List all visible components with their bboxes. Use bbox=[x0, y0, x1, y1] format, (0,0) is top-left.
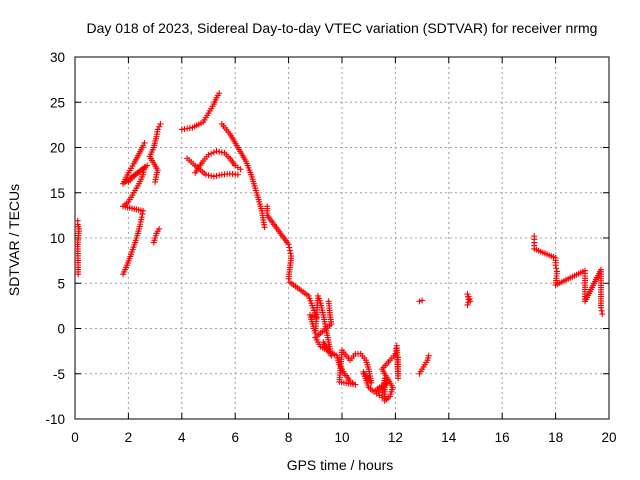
data-point bbox=[216, 90, 223, 97]
data-point bbox=[75, 271, 82, 278]
x-tick-label: 20 bbox=[601, 430, 616, 445]
y-axis-label: SDTVAR / TECUs bbox=[6, 184, 22, 296]
x-tick-label: 6 bbox=[231, 430, 239, 445]
data-point bbox=[205, 151, 212, 158]
data-point bbox=[234, 171, 241, 178]
data-point bbox=[138, 214, 145, 221]
data-point bbox=[286, 247, 293, 254]
data-point bbox=[218, 149, 225, 156]
data-point bbox=[598, 307, 605, 314]
data-point bbox=[202, 171, 209, 178]
data-points bbox=[74, 90, 606, 404]
data-point bbox=[261, 224, 268, 231]
data-point bbox=[553, 265, 560, 272]
data-point bbox=[141, 139, 148, 146]
data-point bbox=[552, 262, 559, 269]
data-point bbox=[597, 304, 604, 311]
data-point bbox=[210, 173, 217, 180]
grid-lines bbox=[75, 57, 609, 419]
y-tick-label: 15 bbox=[50, 186, 65, 201]
axis-ticks: 0 2 4 6 8 10 12 14 16 18 20 -10 -5 0 5 10 15 20 25 30 bbox=[45, 50, 616, 445]
data-point bbox=[144, 162, 151, 169]
x-tick-label: 12 bbox=[388, 430, 403, 445]
data-point bbox=[210, 149, 217, 156]
y-tick-label: 25 bbox=[50, 95, 65, 110]
y-tick-label: 20 bbox=[50, 141, 65, 156]
data-point bbox=[599, 311, 606, 318]
data-point bbox=[286, 244, 293, 251]
data-point bbox=[208, 150, 215, 157]
data-point bbox=[237, 166, 244, 173]
x-tick-label: 14 bbox=[441, 430, 457, 445]
data-point bbox=[154, 126, 161, 133]
data-point bbox=[156, 123, 163, 130]
chart-title: Day 018 of 2023, Sidereal Day-to-day VTE… bbox=[87, 20, 598, 36]
y-tick-label: 5 bbox=[57, 276, 65, 291]
data-point bbox=[139, 211, 146, 218]
x-tick-label: 0 bbox=[71, 430, 79, 445]
x-axis-label: GPS time / hours bbox=[287, 457, 394, 473]
data-point bbox=[395, 354, 402, 361]
data-point bbox=[216, 148, 223, 155]
x-tick-label: 4 bbox=[178, 430, 186, 445]
y-tick-label: 0 bbox=[57, 322, 65, 337]
data-point bbox=[419, 297, 426, 304]
x-tick-label: 2 bbox=[125, 430, 133, 445]
data-point bbox=[140, 142, 147, 149]
data-point bbox=[285, 241, 292, 248]
x-tick-label: 16 bbox=[495, 430, 510, 445]
data-point bbox=[467, 298, 474, 305]
data-point bbox=[156, 225, 163, 232]
data-point bbox=[157, 120, 164, 127]
x-tick-label: 10 bbox=[334, 430, 349, 445]
data-point bbox=[285, 275, 292, 282]
x-tick-label: 18 bbox=[548, 430, 563, 445]
data-point bbox=[213, 172, 220, 179]
x-tick-label: 8 bbox=[285, 430, 293, 445]
data-point bbox=[464, 301, 471, 308]
y-tick-label: -5 bbox=[53, 367, 65, 382]
data-point bbox=[416, 298, 423, 305]
data-point bbox=[213, 148, 220, 155]
y-tick-label: 10 bbox=[50, 231, 65, 246]
data-point bbox=[216, 172, 223, 179]
data-point bbox=[425, 352, 432, 359]
data-point bbox=[208, 172, 215, 179]
data-point bbox=[205, 172, 212, 179]
y-tick-label: -10 bbox=[45, 412, 65, 427]
y-tick-label: 30 bbox=[50, 50, 65, 65]
